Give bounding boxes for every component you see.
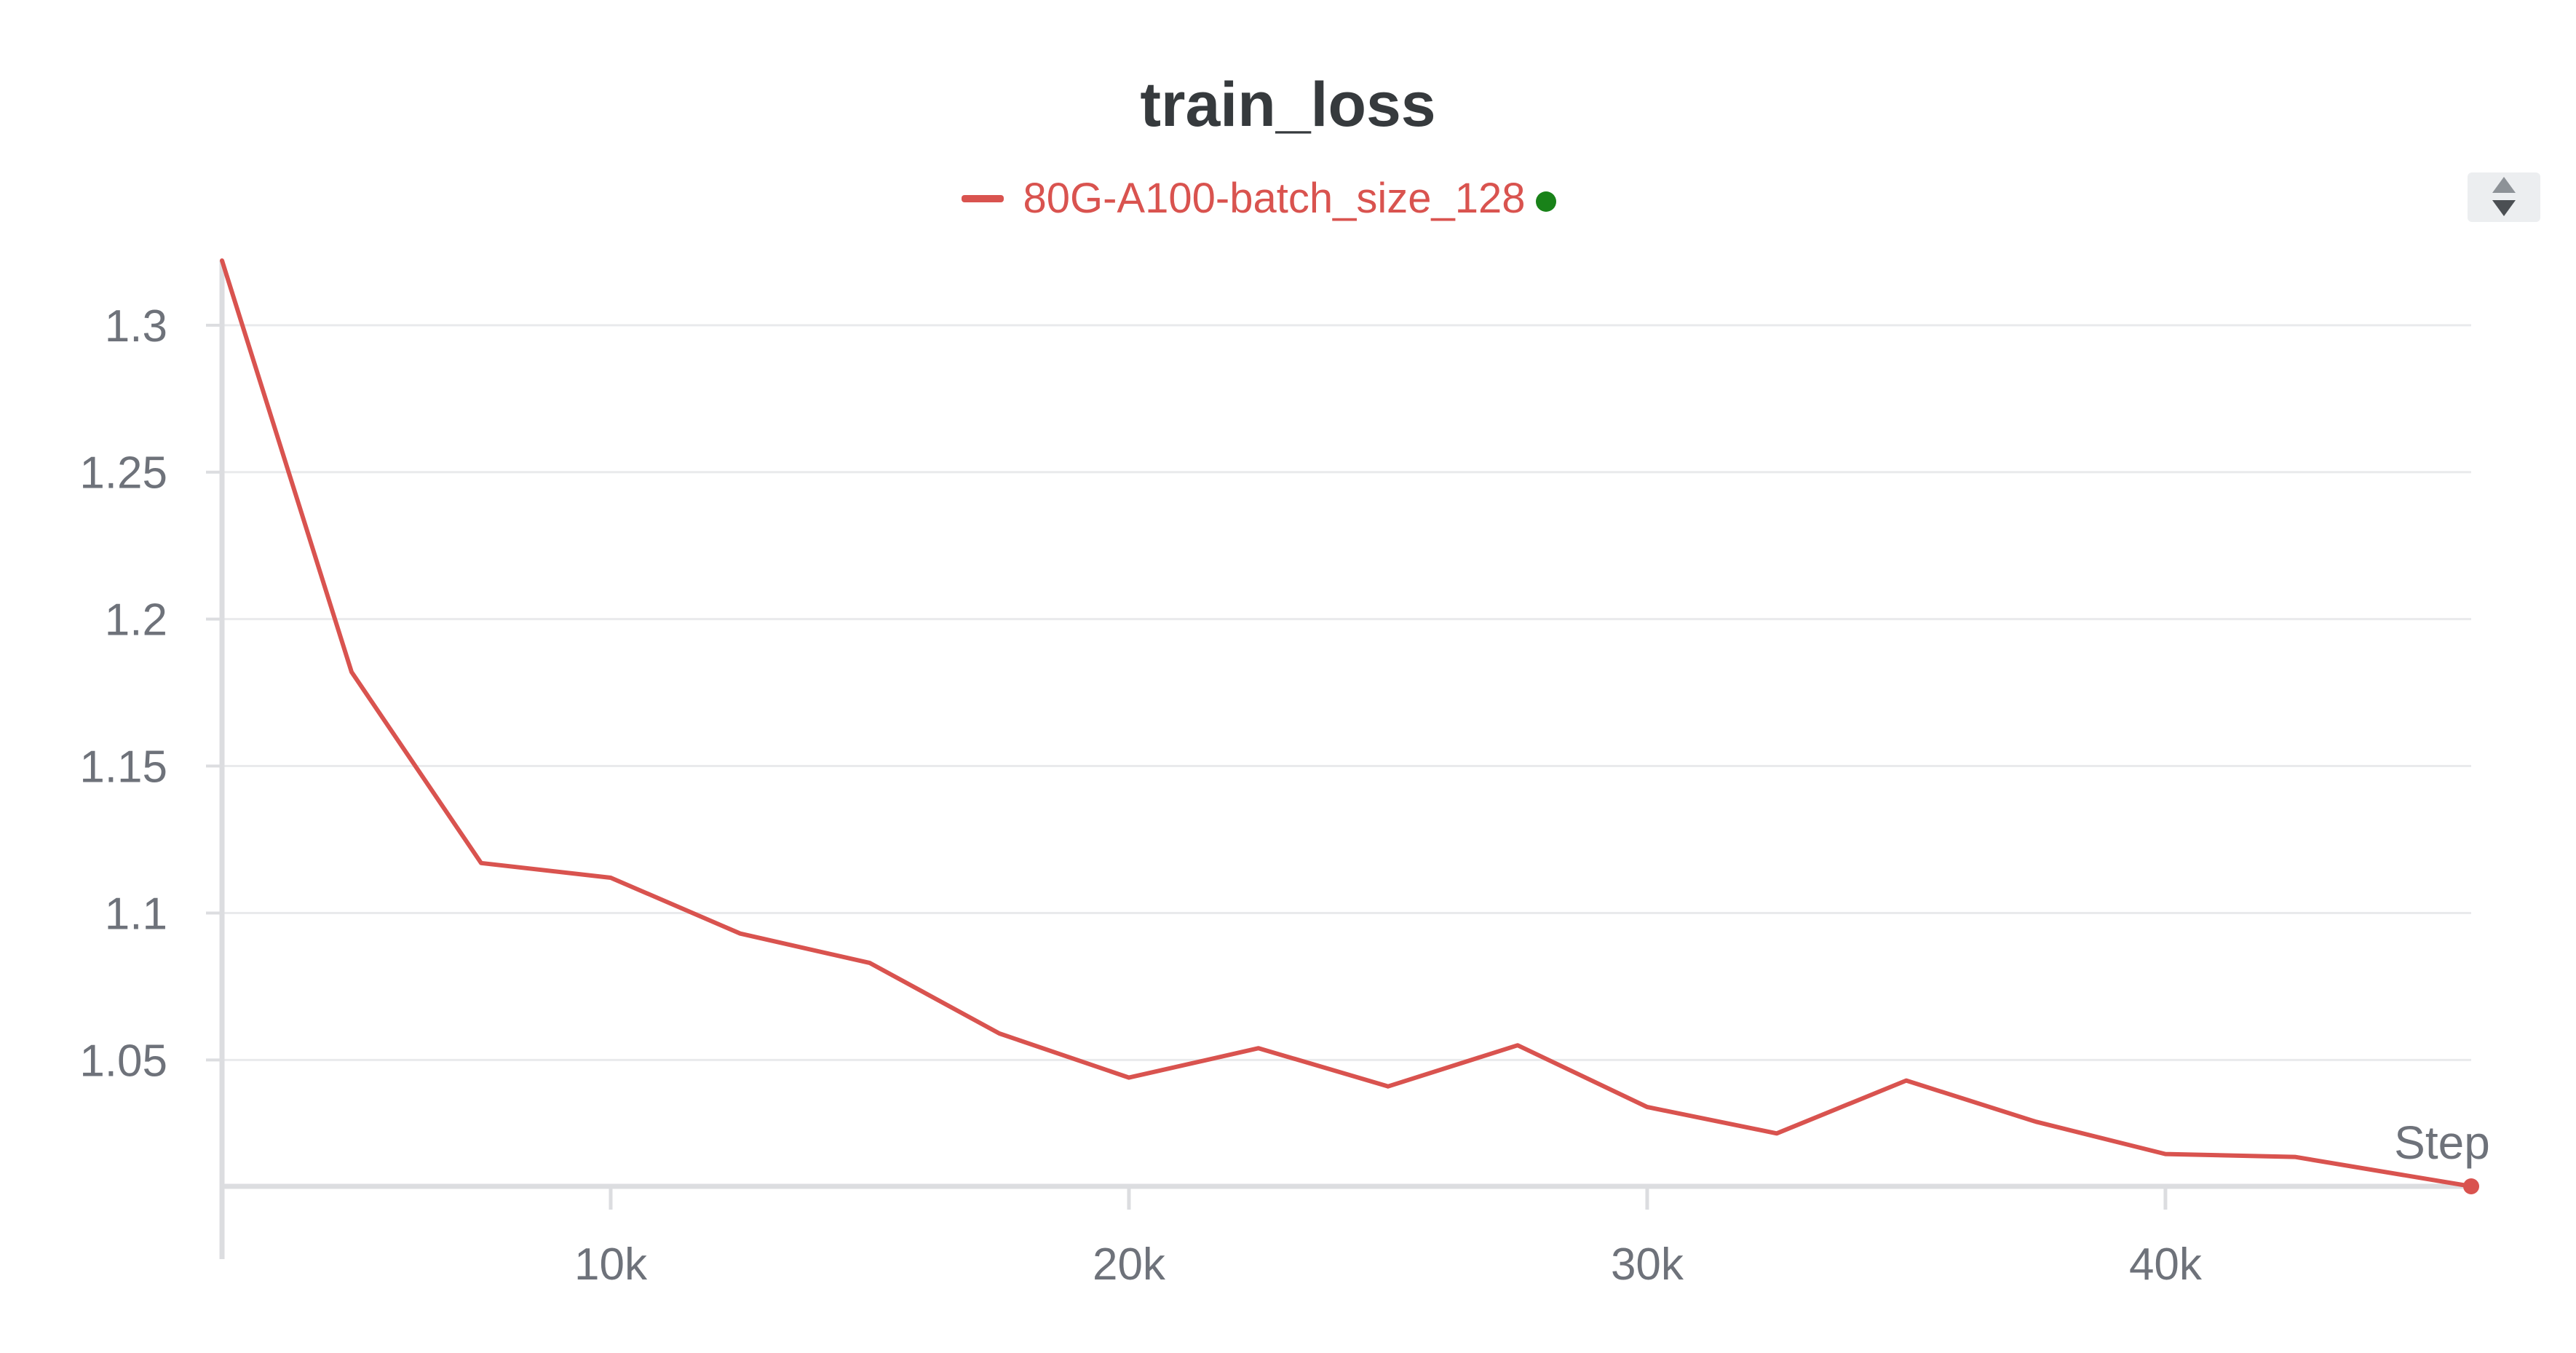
y-tick-label: 1.05 xyxy=(79,1036,167,1086)
run-status-dot-icon xyxy=(1535,191,1556,212)
legend[interactable]: 80G-A100-batch_size_128 xyxy=(0,166,2576,231)
x-axis-title: Step xyxy=(2394,1116,2490,1169)
y-tick-label: 1.25 xyxy=(79,448,167,499)
y-tick-label: 1.3 xyxy=(105,301,167,352)
chart-title: train_loss xyxy=(1140,70,1436,140)
y-tick-label: 1.15 xyxy=(79,742,167,793)
series-last-point xyxy=(2463,1178,2479,1194)
y-tick-label: 1.1 xyxy=(105,889,167,939)
legend-series-swatch xyxy=(962,195,1004,202)
legend-scroll-control[interactable] xyxy=(2468,172,2540,222)
x-tick-label: 30k xyxy=(1611,1239,1684,1290)
y-tick-label: 1.2 xyxy=(105,595,167,646)
x-tick-label: 40k xyxy=(2129,1239,2203,1290)
x-tick-label: 20k xyxy=(1093,1239,1166,1290)
x-tick-label: 10k xyxy=(574,1239,648,1290)
series-line xyxy=(220,258,2473,1189)
legend-series-label[interactable]: 80G-A100-batch_size_128 xyxy=(1023,175,1526,222)
scroll-up-arrow-icon[interactable] xyxy=(2492,177,2516,193)
scroll-down-arrow-icon[interactable] xyxy=(2492,200,2516,216)
